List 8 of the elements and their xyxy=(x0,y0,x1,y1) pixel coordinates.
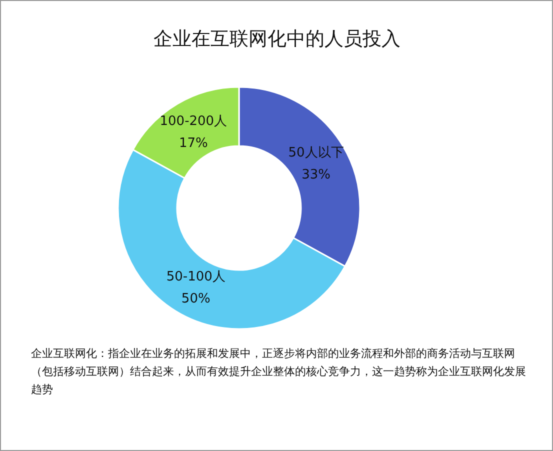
text: 企业互联网化：指企业在业务的拓展和发展中，正逐步将内部的业务流程和外部的商务活动与互联网（包括移动互联网）结合起来，从而有效提升企业整体的核心竞争力，这一趋势称为企业互联网化发展趋势 xyxy=(31,346,527,398)
data-label: 33% xyxy=(302,167,330,182)
slice-label: 50人以下 xyxy=(288,145,344,160)
slice-label: 50-100人 xyxy=(166,269,226,284)
slice-label: 100-200人 xyxy=(160,114,228,129)
data-label: 17% xyxy=(178,136,208,151)
data-label: 50% xyxy=(181,291,210,306)
chart-title: 企业在互联网化中的人员投入 xyxy=(154,28,400,50)
